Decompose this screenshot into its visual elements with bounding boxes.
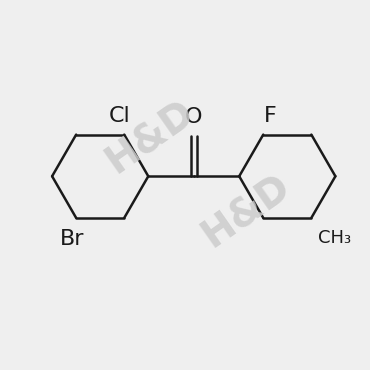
Text: Cl: Cl (109, 106, 131, 126)
Text: H&D: H&D (99, 93, 201, 181)
Text: H&D: H&D (195, 167, 297, 255)
Text: CH₃: CH₃ (318, 229, 352, 247)
Text: Br: Br (60, 229, 84, 249)
Text: O: O (185, 107, 202, 127)
Text: F: F (264, 106, 277, 126)
